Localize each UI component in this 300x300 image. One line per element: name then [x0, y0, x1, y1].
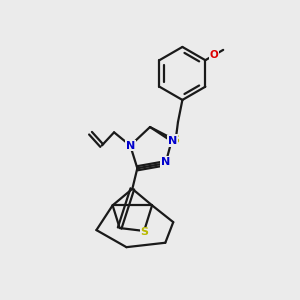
Text: O: O — [210, 50, 219, 60]
Text: N: N — [126, 141, 135, 151]
Text: N: N — [168, 136, 178, 146]
Text: S: S — [172, 135, 180, 145]
Text: N: N — [161, 157, 170, 167]
Text: S: S — [141, 227, 149, 237]
